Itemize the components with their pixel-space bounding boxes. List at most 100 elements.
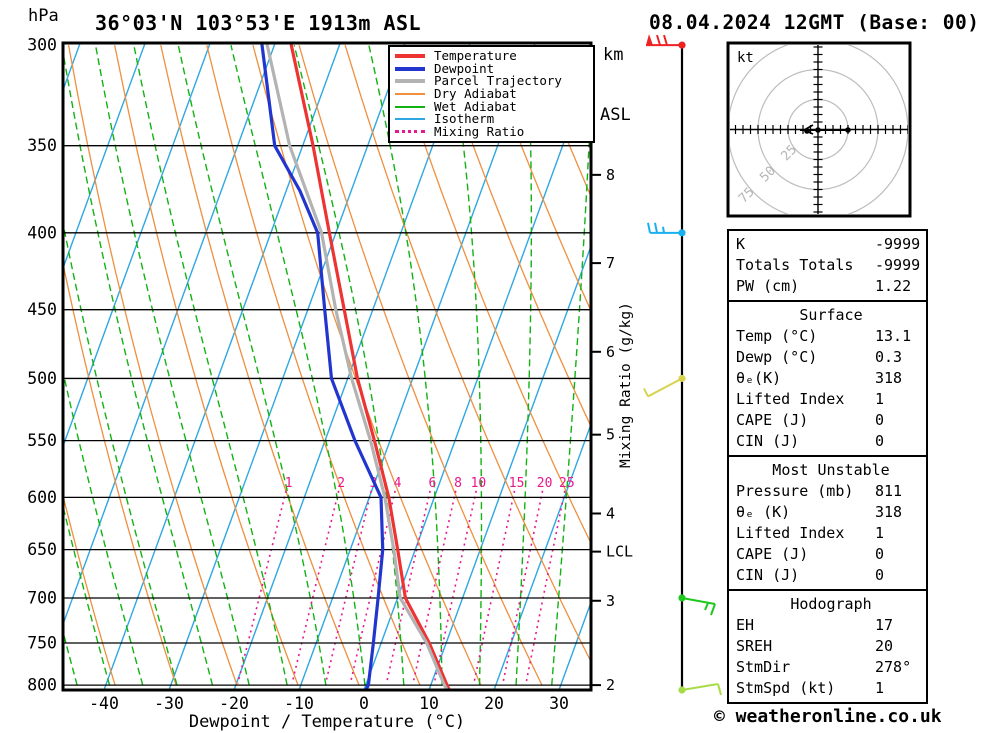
mixing-ratio-line	[291, 490, 340, 684]
legend-item-mixing-ratio: Mixing Ratio	[395, 125, 593, 139]
km-tick-label: 6	[606, 343, 615, 361]
legend-label: Dry Adiabat	[434, 86, 517, 102]
km-tick-label: 8	[606, 166, 615, 184]
wet-adiabat-line	[133, 44, 288, 686]
panel-row-label: CIN (J)	[736, 432, 800, 450]
series-parcel-trajectory	[265, 44, 449, 689]
legend-item-temperature: Temperature	[395, 50, 593, 63]
pressure-tick-label: 800	[27, 676, 57, 695]
isotherm-line	[64, 44, 146, 268]
wind-barb-700-icon	[678, 594, 716, 616]
wet-adiabat-line	[94, 44, 250, 686]
panel-row: K -9999	[736, 234, 926, 255]
panel-row-value: 0	[875, 566, 885, 584]
km-label: km	[603, 45, 624, 65]
panel-row: PW (cm) 1.22	[736, 276, 926, 297]
mixing-ratio-value-label: 4	[394, 476, 402, 491]
km-tick-label: 5	[606, 426, 615, 444]
km-tick-label: 7	[606, 254, 615, 272]
panel-row-label: Temp (°C)	[736, 327, 818, 345]
wet-adiabat-line	[177, 44, 327, 686]
mixing-ratio-value-label: 8	[454, 476, 462, 491]
legend-label: Temperature	[434, 48, 517, 64]
panel-row: Pressure (mb) 811	[736, 481, 926, 502]
mixing-ratio-line	[412, 490, 457, 684]
legend-swatch	[395, 79, 425, 84]
panel-row: CAPE (J) 0	[736, 410, 926, 431]
panel-row-value: 1.22	[875, 277, 912, 295]
panel-row-value: 0.3	[875, 348, 903, 366]
panel-row-value: 20	[875, 637, 894, 655]
isotherm-line	[493, 424, 590, 689]
panel-row: Totals Totals -9999	[736, 255, 926, 276]
panel-row: EH 17	[736, 615, 926, 636]
mixing-ratio-value-label: 2	[337, 476, 345, 491]
panel-row-value: 811	[875, 482, 903, 500]
pressure-tick-label: 400	[27, 223, 57, 242]
panel-row: Lifted Index 1	[736, 389, 926, 410]
panel-row-label: θₑ (K)	[736, 503, 791, 521]
isotherm-line	[64, 44, 276, 624]
legend-swatch	[395, 66, 425, 71]
wind-barb-surface-icon	[678, 682, 722, 696]
lcl-label: LCL	[606, 543, 633, 561]
mixing-ratio-axis-title: Mixing Ratio (g/kg)	[618, 302, 634, 468]
panel-row-value: 0	[875, 545, 885, 563]
panel-row-value: 1	[875, 390, 885, 408]
pressure-tick-label: 650	[27, 540, 57, 559]
panel-section-title: Hodograph	[790, 595, 872, 613]
legend-swatch	[395, 105, 425, 108]
series-dewpoint	[260, 44, 385, 689]
panel-row: Dewp (°C) 0.3	[736, 347, 926, 368]
hodograph-border	[726, 41, 912, 218]
temp-tick-label: 20	[484, 694, 504, 713]
km-axis-unit-label: km ASL	[600, 5, 641, 165]
mixing-ratio-line	[324, 490, 372, 684]
mixing-ratio-line	[385, 490, 431, 684]
hodograph-ring-label: 25	[778, 142, 800, 164]
temp-tick-label: 10	[419, 694, 439, 713]
panel-section: K -9999 Totals Totals -9999 PW (cm) 1.22	[727, 229, 928, 302]
legend-item-wet-adiabat: Wet Adiabat	[395, 100, 593, 113]
mixing-ratio-line	[237, 490, 287, 684]
dry-adiabat-line	[436, 44, 590, 426]
asl-label: ASL	[600, 105, 631, 125]
legend-item-dewpoint: Dewpoint	[395, 62, 593, 76]
hodograph-ring-label: 75	[736, 185, 758, 207]
km-tick-label: 2	[606, 676, 615, 694]
panel-row-label: CAPE (J)	[736, 411, 809, 429]
panel-section-surface: Surface Temp (°C) 13.1 Dewp (°C) 0.3 θₑ(K) 318…	[727, 300, 928, 457]
panel-row-value: 1	[875, 679, 885, 697]
panel-row: StmDir 278°	[736, 657, 926, 678]
mixing-ratio-value-label: 1	[285, 476, 293, 491]
mixing-ratio-value-label: 20	[537, 476, 553, 491]
hodograph-ring-label: 50	[757, 164, 779, 186]
legend-label: Parcel Trajectory	[434, 73, 562, 89]
panel-section-most-unstable: Most Unstable Pressure (mb) 811 θₑ (K) 318 Li…	[727, 455, 928, 591]
temp-tick-label: 0	[359, 694, 369, 713]
hodograph-unit-label: kt	[737, 50, 754, 66]
pressure-tick-label: 350	[27, 136, 57, 155]
mixing-ratio-line	[433, 490, 477, 684]
panel-row-label: StmSpd (kt)	[736, 679, 836, 697]
panel-row-value: -9999	[875, 256, 921, 274]
chart-title: 36°03'N 103°53'E 1913m ASL	[95, 11, 422, 35]
wind-barb-400-icon	[647, 222, 686, 237]
temp-tick-label: -10	[284, 694, 314, 713]
panel-row-label: PW (cm)	[736, 277, 800, 295]
datetime-title: 08.04.2024 12GMT (Base: 00)	[649, 11, 980, 34]
panel-section-hodograph: Hodograph EH 17 SREH 20 StmDir 278° StmSpd (kt)…	[727, 589, 928, 704]
wet-adiabat-line	[0, 45, 14, 685]
mixing-ratio-line	[525, 490, 566, 684]
legend-swatch	[395, 130, 425, 134]
panel-section-title: Most Unstable	[772, 461, 890, 479]
series-temperature	[289, 44, 451, 689]
indices-panel: K -9999 Totals Totals -9999 PW (cm) 1.22 Surfa…	[727, 229, 928, 704]
legend-swatch	[395, 54, 425, 59]
panel-row-label: SREH	[736, 637, 773, 655]
mixing-ratio-value-label: 15	[509, 476, 525, 491]
hodograph-arrow	[802, 124, 814, 135]
panel-row-label: Totals Totals	[736, 256, 854, 274]
temp-tick-label: -40	[89, 694, 119, 713]
